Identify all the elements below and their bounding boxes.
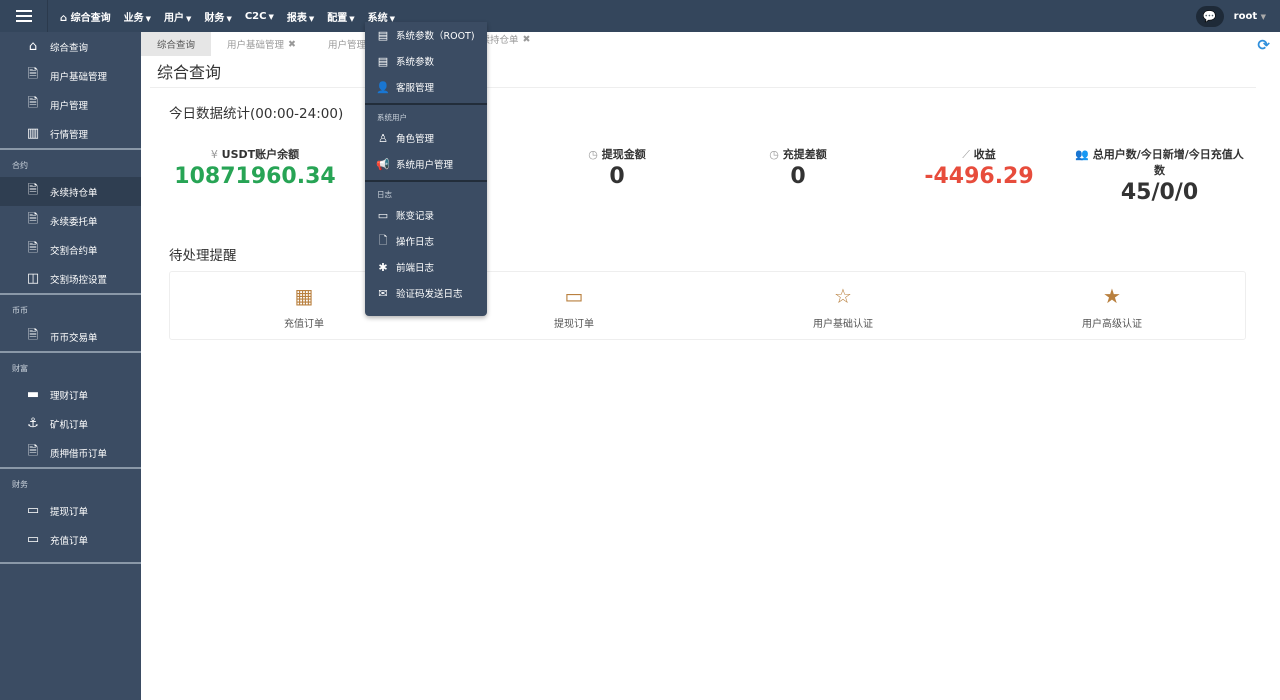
- tab-overview[interactable]: 综合查询: [141, 32, 212, 56]
- system-dropdown-menu: ▤ 系统参数（ROOT) ▤ 系统参数 👤 客服管理 系统用户 ♙ 角色管理 📢 系统用户…: [365, 22, 487, 316]
- pending-withdraw-orders[interactable]: ▭ 提现订单: [494, 284, 654, 330]
- sidebar-item-overview[interactable]: ⌂ 综合查询: [0, 32, 141, 61]
- menu-item-roles[interactable]: ♙ 角色管理: [365, 125, 487, 151]
- menu-item-system-params[interactable]: ▤ 系统参数: [377, 54, 435, 69]
- menu-item-operation-log[interactable]: 🗋 操作日志: [365, 228, 487, 254]
- close-icon[interactable]: ✖: [522, 33, 531, 45]
- sidebar-item-wealth-orders[interactable]: ▬ 理财订单: [0, 380, 141, 409]
- credit-card-icon: ▭: [26, 532, 40, 547]
- sidebar-item-user-basic[interactable]: 🗎 用户基础管理: [0, 61, 141, 90]
- chat-icon[interactable]: 💬: [1195, 6, 1224, 27]
- tab-user-basic[interactable]: 用户基础管理 ✖: [227, 38, 296, 52]
- sidebar-item-spot-trades[interactable]: 🗎 币币交易单: [0, 322, 141, 351]
- pending-deposit-orders[interactable]: ▦ 充值订单: [224, 284, 384, 330]
- home-icon: ⌂: [28, 39, 38, 54]
- nav-c2c[interactable]: C2C ▼: [244, 10, 274, 22]
- sidebar-item-market[interactable]: ▥ 行情管理: [0, 119, 141, 148]
- stat-users: 👥 总用户数/今日新增/今日充值人数 45/0/0: [1075, 148, 1244, 205]
- home-icon: ⌂: [60, 12, 68, 24]
- user-icon: 👤: [376, 80, 390, 94]
- sidebar-item-users[interactable]: 🗎 用户管理: [0, 90, 141, 119]
- menu-item-balance-log[interactable]: ▭ 账变记录: [377, 208, 435, 223]
- star-outline-icon: ☆: [834, 284, 852, 308]
- file-icon: 🗎: [27, 443, 39, 459]
- tab-perpetual-positions[interactable]: 永续持仓单 ✖: [471, 33, 531, 47]
- nav-config[interactable]: 配置 ▼: [327, 12, 355, 24]
- menu-item-frontend-log[interactable]: ✱ 前端日志: [365, 254, 487, 280]
- stat-withdraw-amount: ◷ 提现金额 0: [588, 148, 646, 189]
- sidebar-item-withdraw-orders[interactable]: ▭ 提现订单: [0, 496, 141, 525]
- star-icon: ★: [1103, 284, 1121, 308]
- stat-deposit-diff: ◷ 充提差额 0: [769, 148, 827, 189]
- close-icon[interactable]: ✖: [288, 38, 296, 50]
- nav-business[interactable]: 业务 ▼: [123, 12, 152, 24]
- file-icon: 🗎: [27, 95, 39, 111]
- pending-title: 待处理提醒: [169, 248, 237, 264]
- credit-card-icon: ▭: [26, 503, 40, 518]
- file-icon: 🗎: [27, 240, 39, 256]
- refresh-icon[interactable]: ⟳: [1257, 36, 1270, 54]
- list-icon: ▤: [377, 28, 389, 42]
- nav-report[interactable]: 报表 ▼: [286, 12, 315, 24]
- file-icon: 🗎: [27, 211, 39, 227]
- sidebar-group-title: 财务: [0, 467, 141, 496]
- sidebar-group-title: 合约: [0, 148, 141, 177]
- file-icon: 🗎: [27, 182, 39, 198]
- top-navbar: ⌂ 综合查询 业务 ▼ 用户 ▼ 财务 ▼ C2C ▼ 报表 ▼ 配置 ▼ 系统 ▼ 💬 ro…: [0, 0, 1280, 32]
- nav-home[interactable]: ⌂ 综合查询: [60, 12, 111, 24]
- folder-icon: ▬: [26, 387, 40, 402]
- pending-advanced-verification[interactable]: ★ 用户高级认证: [1032, 284, 1192, 330]
- sidebar-item-perpetual-orders[interactable]: 🗎 永续委托单: [0, 206, 141, 235]
- page-tabs: 综合查询 用户基础管理 ✖ 用户管理 永续持仓单 ✖: [141, 32, 530, 56]
- pending-panel: ▦ 充值订单 ▭ 提现订单 ☆ 用户基础认证 ★ 用户高级认证: [169, 271, 1246, 340]
- menu-toggle-button[interactable]: [0, 0, 48, 32]
- stat-usdt-balance: ¥ USDT账户余额 10871960.34: [174, 148, 336, 189]
- stat-profit: ⟋ 收益 -4496.29: [924, 148, 1034, 189]
- user-tie-icon: ♙: [378, 131, 388, 145]
- tab-users[interactable]: 用户管理: [328, 40, 367, 51]
- sidebar-item-delivery-control[interactable]: ◫ 交割场控设置: [0, 264, 141, 293]
- menu-item-system-params-root[interactable]: ▤ 系统参数（ROOT): [377, 28, 475, 43]
- sidebar-item-deposit-orders[interactable]: ▭ 充值订单: [0, 525, 141, 554]
- file-icon: 🗎: [27, 327, 39, 343]
- list-icon: ▤: [377, 54, 389, 68]
- sidebar-item-pledge-orders[interactable]: 🗎 质押借币订单: [0, 438, 141, 467]
- menu-item-customer-service[interactable]: 👤 客服管理: [376, 80, 435, 95]
- sidebar-item-miner-orders[interactable]: ⚓ 矿机订单: [0, 409, 141, 438]
- bar-chart-icon: ▥: [26, 126, 40, 141]
- hamburger-icon: [15, 15, 32, 17]
- sidebar: ⌂ 综合查询 🗎 用户基础管理 🗎 用户管理 ▥ 行情管理 合约 🗎 永续持仓单 🗎 永续委…: [0, 32, 141, 700]
- qrcode-icon: ▦: [294, 284, 314, 308]
- pending-basic-verification[interactable]: ☆ 用户基础认证: [763, 284, 923, 330]
- anchor-icon: ⚓: [27, 416, 39, 431]
- file-icon: 🗋: [378, 233, 388, 247]
- nav-finance[interactable]: 财务 ▼: [204, 12, 232, 24]
- nav-system[interactable]: 系统 ▼: [367, 12, 396, 24]
- sidebar-item-perpetual-positions[interactable]: 🗎 永续持仓单: [0, 177, 141, 206]
- page-title: 综合查询: [157, 63, 222, 82]
- file-icon: 🗎: [27, 66, 39, 82]
- menu-item-system-users[interactable]: 📢 系统用户管理: [376, 157, 454, 172]
- columns-icon: ◫: [26, 271, 40, 286]
- menu-header: 日志: [377, 190, 392, 199]
- menu-item-sms-log[interactable]: ✉ 验证码发送日志: [365, 280, 487, 306]
- asterisk-icon: ✱: [378, 260, 388, 274]
- menu-header: 系统用户: [377, 113, 407, 122]
- sidebar-item-delivery-contracts[interactable]: 🗎 交割合约单: [0, 235, 141, 264]
- sidebar-group-title: 财富: [0, 351, 141, 380]
- user-menu[interactable]: root ▼: [1233, 11, 1266, 22]
- bullhorn-icon: 📢: [376, 157, 390, 171]
- credit-card-icon: ▭: [564, 284, 584, 308]
- sidebar-group-title: 币币: [0, 293, 141, 322]
- envelope-icon: ✉: [378, 286, 388, 300]
- stats-title: 今日数据统计(00:00-24:00): [169, 106, 344, 122]
- nav-user[interactable]: 用户 ▼: [164, 12, 192, 24]
- inbox-icon: ▭: [377, 208, 389, 222]
